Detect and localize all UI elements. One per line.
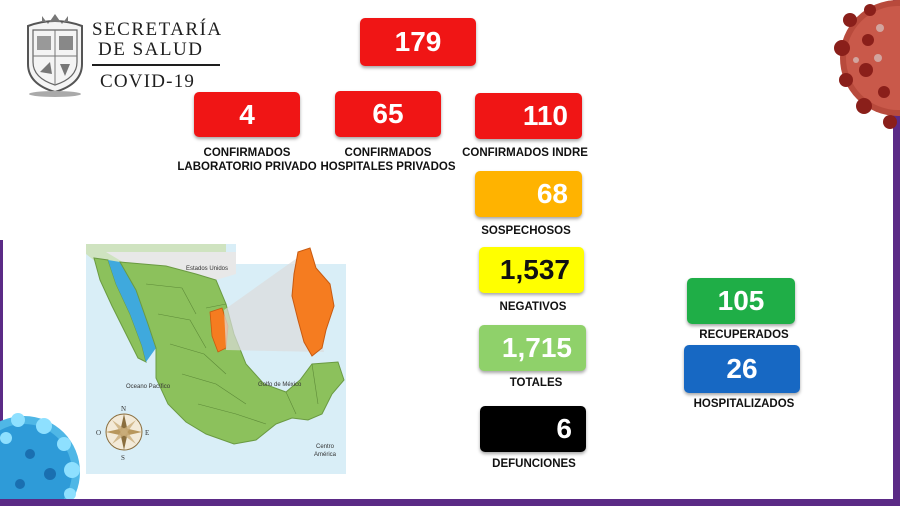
coronavirus-blue-icon [0,413,80,499]
deaths-label: DEFUNCIONES [492,458,576,470]
private-hospitals-value: 65 [372,98,404,129]
hospitalized-label: HOSPITALIZADOS [693,398,795,410]
private-lab-label-line2: LABORATORIO PRIVADO [177,161,317,173]
private-hospitals-box: 65 [335,91,441,137]
totals-value: 1,715 [501,332,572,363]
private-lab-value: 4 [239,98,255,130]
map-label-usa: Estados Unidos [186,266,228,272]
agency-title: SECRETARÍA DE SALUD COVID-19 [92,20,222,92]
hospitalized-box: 26 [684,345,800,393]
totals-box: 1,715 [479,325,586,371]
indre-label: CONFIRMADOS INDRE [462,147,588,159]
frame-border-right [893,0,900,506]
recovered-label: RECUPERADOS [699,329,789,341]
map-label-pacific: Oceano Pacífico [126,384,171,390]
indre-value: 110 [522,100,568,131]
nuevo-leon-enlarged [291,247,335,357]
negative-value: 1,537 [499,254,570,285]
compass-rose-icon: N S E O [96,405,149,462]
negative-box: 1,537 [479,247,584,293]
total-confirmed-box: 179 [360,18,476,66]
map-label-gulf: Golfo de México [258,382,302,388]
coronavirus-red-icon [834,0,900,129]
private-lab-label-line1: CONFIRMADOS [203,147,291,159]
suspected-box: 68 [475,171,582,217]
compass-o: O [96,429,101,437]
agency-title-line1: SECRETARÍA [92,19,223,40]
recovered-value: 105 [717,285,765,316]
private-hospitals-label: CONFIRMADOS HOSPITALES PRIVADOS [320,146,456,174]
private-lab-box: 4 [194,92,300,137]
header-divider [92,64,220,66]
negative-label: NEGATIVOS [499,301,567,313]
frame-border-bottom [0,499,900,506]
covid-title: COVID-19 [100,71,196,92]
frame-border-left [0,240,3,506]
compass-e: E [145,429,149,437]
map-label-central-america-2: América [314,452,337,458]
mexico-map: Estados Unidos Oceano Pacífico Golfo de … [86,244,354,474]
deaths-box: 6 [480,406,586,452]
map-label-central-america-1: Centro [316,444,335,450]
state-seal-icon [27,14,83,97]
private-lab-label: CONFIRMADOS LABORATORIO PRIVADO [172,146,322,174]
agency-title-line2: DE SALUD [98,39,204,60]
indre-box: 110 [475,93,582,139]
total-confirmed-value: 179 [394,26,442,57]
suspected-value: 68 [536,178,568,209]
private-hospitals-label-line1: CONFIRMADOS [344,147,432,159]
hospitalized-value: 26 [726,353,758,384]
totals-label: TOTALES [509,377,563,389]
compass-s: S [121,454,125,462]
suspected-label: SOSPECHOSOS [481,225,571,237]
compass-n: N [121,405,126,413]
deaths-value: 6 [556,413,572,444]
private-hospitals-label-line2: HOSPITALES PRIVADOS [320,161,456,173]
recovered-box: 105 [687,278,795,324]
